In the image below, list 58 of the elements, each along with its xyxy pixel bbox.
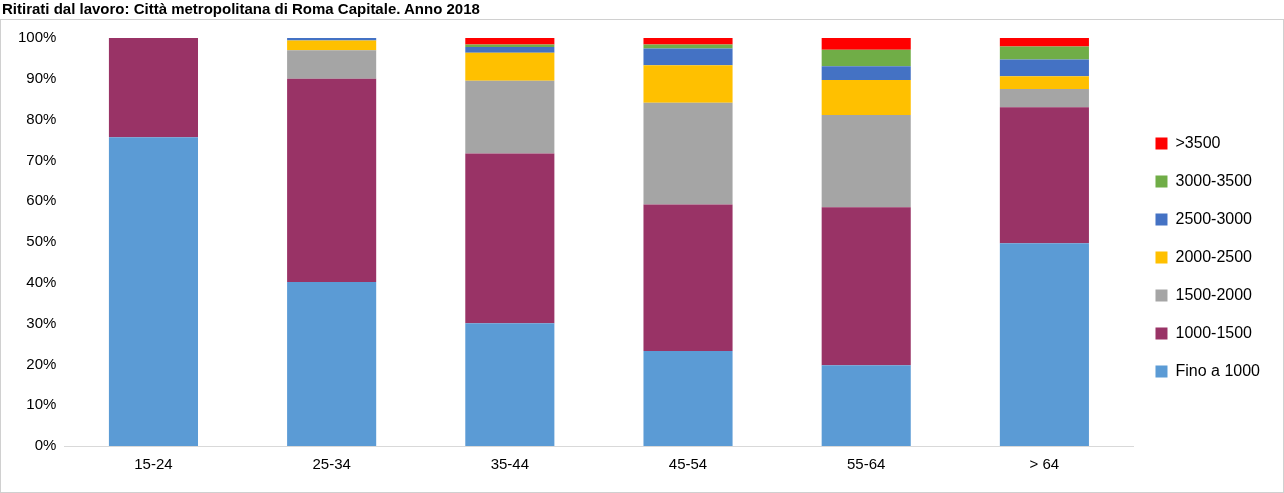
bar (821, 66, 911, 81)
bar (465, 153, 555, 324)
bar (108, 38, 199, 138)
bar (465, 52, 555, 81)
x-tick-label: 25-34 (312, 455, 351, 473)
bar (643, 48, 733, 66)
bar (821, 207, 911, 366)
y-tick-label: 70% (26, 150, 57, 168)
y-tick-label: 30% (26, 313, 57, 331)
bar (999, 46, 1089, 60)
y-tick-label: 50% (26, 232, 57, 250)
y-tick-label: 80% (26, 109, 57, 127)
bar (999, 107, 1089, 244)
y-tick-label: 60% (26, 191, 57, 209)
x-tick-label: > 64 (1029, 455, 1060, 473)
y-tick-label: 100% (17, 28, 57, 46)
bar (821, 365, 911, 446)
x-tick-label: 45-54 (668, 455, 708, 473)
bar (643, 44, 733, 49)
bar (643, 350, 733, 446)
y-tick-label: 0% (34, 436, 57, 454)
bar (465, 46, 555, 53)
legend-label: 1500-2000 (1175, 285, 1253, 303)
legend-label: Fino a 1000 (1175, 361, 1261, 379)
legend-label: >3500 (1175, 133, 1221, 151)
legend-label: 2500-3000 (1175, 209, 1253, 227)
bar (465, 323, 555, 446)
bar (643, 65, 733, 103)
bar (108, 137, 199, 446)
y-tick-label: 10% (26, 395, 57, 413)
bar (287, 281, 377, 446)
bar (643, 38, 733, 45)
x-tick-label: 55-64 (847, 455, 886, 473)
y-tick-label: 20% (26, 354, 57, 372)
bar (287, 50, 377, 79)
bar (999, 76, 1089, 89)
bar (821, 80, 911, 116)
x-tick-label: 35-44 (490, 455, 530, 473)
chart-title: Ritirati dal lavoro: Città metropolitana di Roma Capitale. Anno 2018 (2, 0, 480, 17)
y-tick-label: 90% (26, 68, 57, 86)
bar (643, 204, 733, 351)
y-tick-label: 40% (26, 272, 57, 290)
bar (821, 115, 911, 208)
legend-label: 3000-3500 (1175, 171, 1253, 189)
legend-label: 1000-1500 (1175, 323, 1253, 341)
bar (821, 38, 911, 50)
bar (999, 243, 1089, 446)
bar (287, 78, 377, 282)
legend-label: 2000-2500 (1175, 247, 1253, 265)
bar (465, 38, 555, 45)
bar (821, 49, 911, 67)
bar (999, 89, 1089, 108)
bar (287, 40, 377, 51)
bar (465, 80, 555, 154)
bar (643, 102, 733, 205)
bar (999, 59, 1089, 77)
x-tick-label: 15-24 (134, 455, 173, 473)
bar (999, 38, 1089, 47)
